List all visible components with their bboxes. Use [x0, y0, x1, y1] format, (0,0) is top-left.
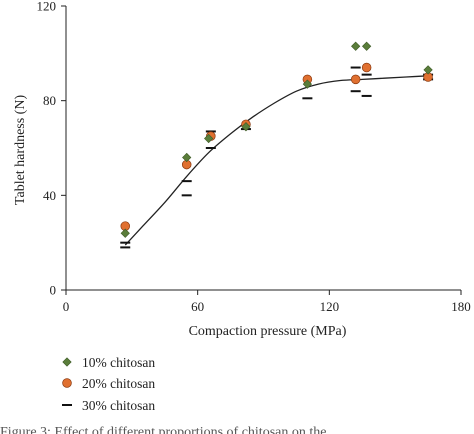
point-diamond [204, 133, 214, 144]
x-tick-label: 60 [191, 299, 204, 314]
point-diamond [351, 41, 361, 51]
legend-marker-diamond [62, 357, 72, 367]
point-dash [350, 66, 361, 69]
legend-symbol [62, 404, 72, 406]
x-tick-label: 180 [451, 299, 471, 314]
fit-curve [124, 75, 429, 246]
x-axis-title: Compaction pressure (MPa) [189, 324, 347, 339]
legend-symbol [62, 378, 72, 388]
ticks [61, 5, 462, 295]
legend-label-10pct: 10% chitosan [82, 355, 155, 370]
figure-caption-fragment: Figure 3: Effect of different proportion… [0, 422, 474, 434]
point-dash [181, 194, 192, 197]
legend-marker-dash [62, 404, 72, 406]
point-diamond [302, 79, 313, 89]
y-axis-title: Tablet hardness (N) [13, 95, 28, 206]
axes [65, 6, 461, 291]
point-dash [181, 180, 192, 183]
point-dash [361, 73, 372, 76]
point-dash [120, 246, 131, 249]
point-dash [302, 97, 313, 100]
legend-item-20pct: 20% chitosan [62, 376, 155, 391]
point-dash [350, 90, 361, 93]
point-dash [361, 94, 372, 97]
legend-label-20pct: 20% chitosan [82, 376, 155, 391]
point-diamond [120, 228, 130, 238]
x-tick-label: 0 [63, 299, 70, 314]
legend-symbol [62, 357, 72, 367]
point-dash [205, 147, 216, 149]
y-tick-label: 80 [43, 93, 56, 108]
tick-labels: 0 40 80 120 0 60 120 180 [37, 0, 471, 314]
y-tick-label: 0 [50, 283, 57, 298]
point-diamond [423, 65, 433, 75]
point-diamond [241, 122, 251, 132]
point-diamond [362, 41, 372, 51]
point-circle [361, 62, 372, 73]
figure-caption-text: Figure 3: Effect of different proportion… [0, 425, 327, 434]
y-tick-label: 120 [37, 0, 57, 14]
legend-item-10pct: 10% chitosan [62, 355, 155, 370]
point-dash [120, 241, 131, 244]
data-points [120, 41, 434, 249]
legend-marker-circle [62, 378, 72, 388]
legend-item-30pct: 30% chitosan [62, 398, 155, 413]
point-circle [350, 74, 361, 85]
legend: 10% chitosan 20% chitosan 30% chitosan [62, 355, 155, 413]
y-tick-label: 40 [43, 188, 56, 203]
point-diamond [182, 152, 192, 163]
x-tick-label: 120 [320, 299, 340, 314]
legend-label-30pct: 30% chitosan [82, 398, 155, 413]
